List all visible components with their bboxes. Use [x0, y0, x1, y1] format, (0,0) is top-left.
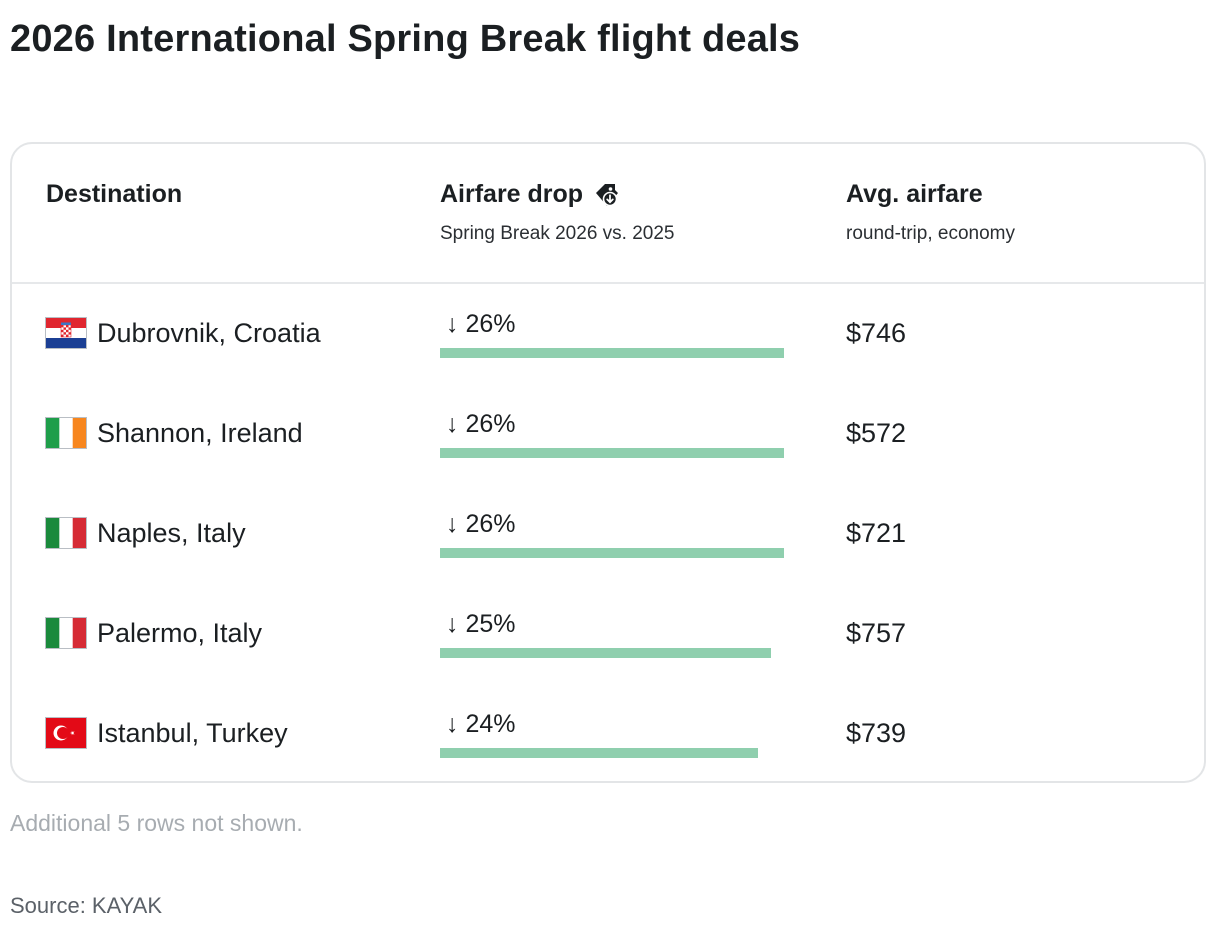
avg-airfare-value: $721: [846, 518, 907, 548]
airfare-drop-bar: [440, 648, 771, 658]
avg-airfare-value: $572: [846, 418, 907, 448]
airfare-drop-bar: [440, 548, 784, 558]
airfare-drop-column-header: Airfare drop Spring Break 2026 vs. 2025: [440, 180, 675, 245]
airfare-drop-label: ↓ 25%: [446, 610, 516, 638]
italy-flag-icon: [46, 618, 86, 648]
avg-airfare-column-header: Avg. airfare round-trip, economy: [846, 180, 1015, 245]
airfare-drop-label: ↓ 26%: [446, 410, 516, 438]
avg-airfare-header-subtitle: round-trip, economy: [846, 223, 1015, 244]
airfare-drop-bar: [440, 348, 784, 358]
destination-name: Dubrovnik, Croatia: [97, 318, 321, 348]
avg-airfare-value: $746: [846, 318, 907, 348]
airfare-drop-header-subtitle: Spring Break 2026 vs. 2025: [440, 223, 675, 244]
table-row: Dubrovnik, Croatia ↓ 26% $746: [12, 284, 1204, 384]
destination-column-header: Destination: [46, 180, 182, 209]
destination-header-label: Destination: [46, 180, 183, 208]
avg-airfare-value: $757: [846, 618, 907, 648]
table-row: Palermo, Italy ↓ 25% $757: [12, 584, 1204, 684]
table-row: Istanbul, Turkey ↓ 24% $739: [12, 684, 1204, 784]
destination-name: Palermo, Italy: [97, 618, 263, 648]
airfare-drop-label: ↓ 24%: [446, 710, 516, 738]
table-row: Naples, Italy ↓ 26% $721: [12, 484, 1204, 584]
table-header: Destination Airfare drop Spring Break 20…: [12, 144, 1204, 284]
rows-not-shown-note: Additional 5 rows not shown.: [10, 810, 303, 836]
ireland-flag-icon: [46, 418, 86, 448]
chart-title: 2026 International Spring Break flight d…: [10, 18, 801, 60]
destination-name: Shannon, Ireland: [97, 418, 303, 448]
destination-name: Istanbul, Turkey: [97, 718, 288, 748]
italy-flag-icon: [46, 518, 86, 548]
croatia-flag-icon: [46, 318, 86, 348]
airfare-drop-label: ↓ 26%: [446, 310, 516, 338]
airfare-drop-header-label: Airfare drop: [440, 180, 584, 208]
destination-name: Naples, Italy: [97, 518, 246, 548]
deals-table: Destination Airfare drop Spring Break 20…: [10, 142, 1206, 783]
avg-airfare-value: $739: [846, 718, 907, 748]
price-tag-down-icon: [593, 181, 621, 209]
avg-airfare-header-label: Avg. airfare: [846, 180, 983, 208]
turkey-flag-icon: [46, 718, 86, 748]
source-label: Source: KAYAK: [10, 893, 163, 918]
airfare-drop-bar: [440, 448, 784, 458]
airfare-drop-bar: [440, 748, 758, 758]
table-row: Shannon, Ireland ↓ 26% $572: [12, 384, 1204, 484]
airfare-drop-label: ↓ 26%: [446, 510, 516, 538]
